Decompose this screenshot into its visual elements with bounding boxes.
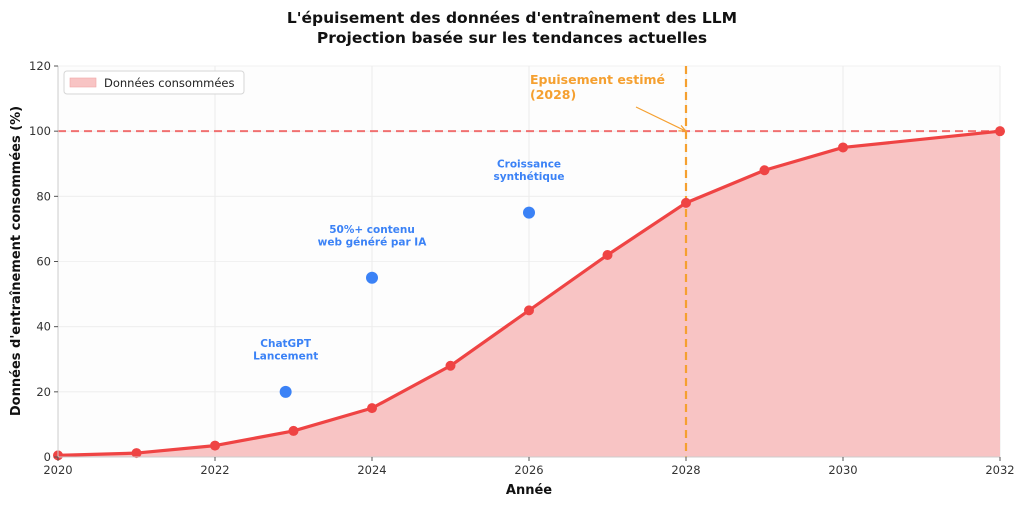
annotation-arrow <box>635 106 687 132</box>
y-axis-label: Données d'entraînement consommées (%) <box>9 106 24 416</box>
exhaustion-annotation-line-1: Epuisement estimé <box>530 72 665 87</box>
exhaustion-annotation-line-2: (2028) <box>530 87 576 102</box>
x-tick-label: 2028 <box>671 463 700 477</box>
x-tick-label: 2020 <box>43 463 72 477</box>
data-point <box>995 126 1005 137</box>
y-tick-label: 120 <box>29 59 51 73</box>
event-label: 50%+ contenu <box>329 224 415 236</box>
event-point <box>279 385 292 398</box>
data-point <box>210 440 220 451</box>
data-point <box>838 142 848 153</box>
event-label: web généré par IA <box>318 236 428 248</box>
legend-box <box>63 70 245 95</box>
data-point <box>367 403 377 414</box>
y-tick-label: 100 <box>29 124 51 138</box>
x-tick-label: 2032 <box>985 463 1014 477</box>
y-axis-ticks: 0 20 40 60 80 100 120 <box>29 59 58 464</box>
data-point <box>681 197 691 208</box>
x-tick-label: 2030 <box>828 463 857 477</box>
data-point <box>524 305 534 316</box>
event-label: Lancement <box>253 350 318 362</box>
series-line <box>57 129 1001 457</box>
y-tick-label: 80 <box>36 189 51 203</box>
data-point <box>759 165 770 176</box>
x-tick-label: 2022 <box>200 463 229 477</box>
area-fill <box>58 131 1000 457</box>
y-tick-label: 0 <box>44 450 51 464</box>
x-axis-label: Année <box>506 483 552 498</box>
exhaustion-annotation: Epuisement estimé (2028) <box>530 72 688 132</box>
chart-title: L'épuisement des données d'entraînement … <box>287 9 737 27</box>
event-label: ChatGPT <box>260 338 312 350</box>
data-point <box>445 360 456 371</box>
event-label: Croissance <box>497 159 561 171</box>
x-tick-label: 2024 <box>357 463 386 477</box>
event-point <box>523 206 535 219</box>
event-point <box>366 271 378 284</box>
data-point <box>131 448 142 459</box>
chart-subtitle: Projection basée sur les tendances actue… <box>317 29 707 47</box>
y-tick-label: 60 <box>36 255 51 269</box>
legend-swatch <box>69 77 97 88</box>
legend: Données consommées <box>63 70 245 95</box>
event-label: synthétique <box>494 171 565 183</box>
x-tick-label: 2026 <box>514 463 543 477</box>
annotation-arrowhead <box>678 125 688 132</box>
series-markers <box>53 126 1005 461</box>
data-point <box>288 425 299 436</box>
data-point <box>602 249 613 260</box>
y-tick-label: 20 <box>36 385 51 399</box>
legend-entry-label: Données consommées <box>104 76 235 90</box>
x-axis-ticks: 2020 2022 2024 2026 2028 2030 2032 <box>43 457 1015 477</box>
y-tick-label: 40 <box>36 320 51 334</box>
